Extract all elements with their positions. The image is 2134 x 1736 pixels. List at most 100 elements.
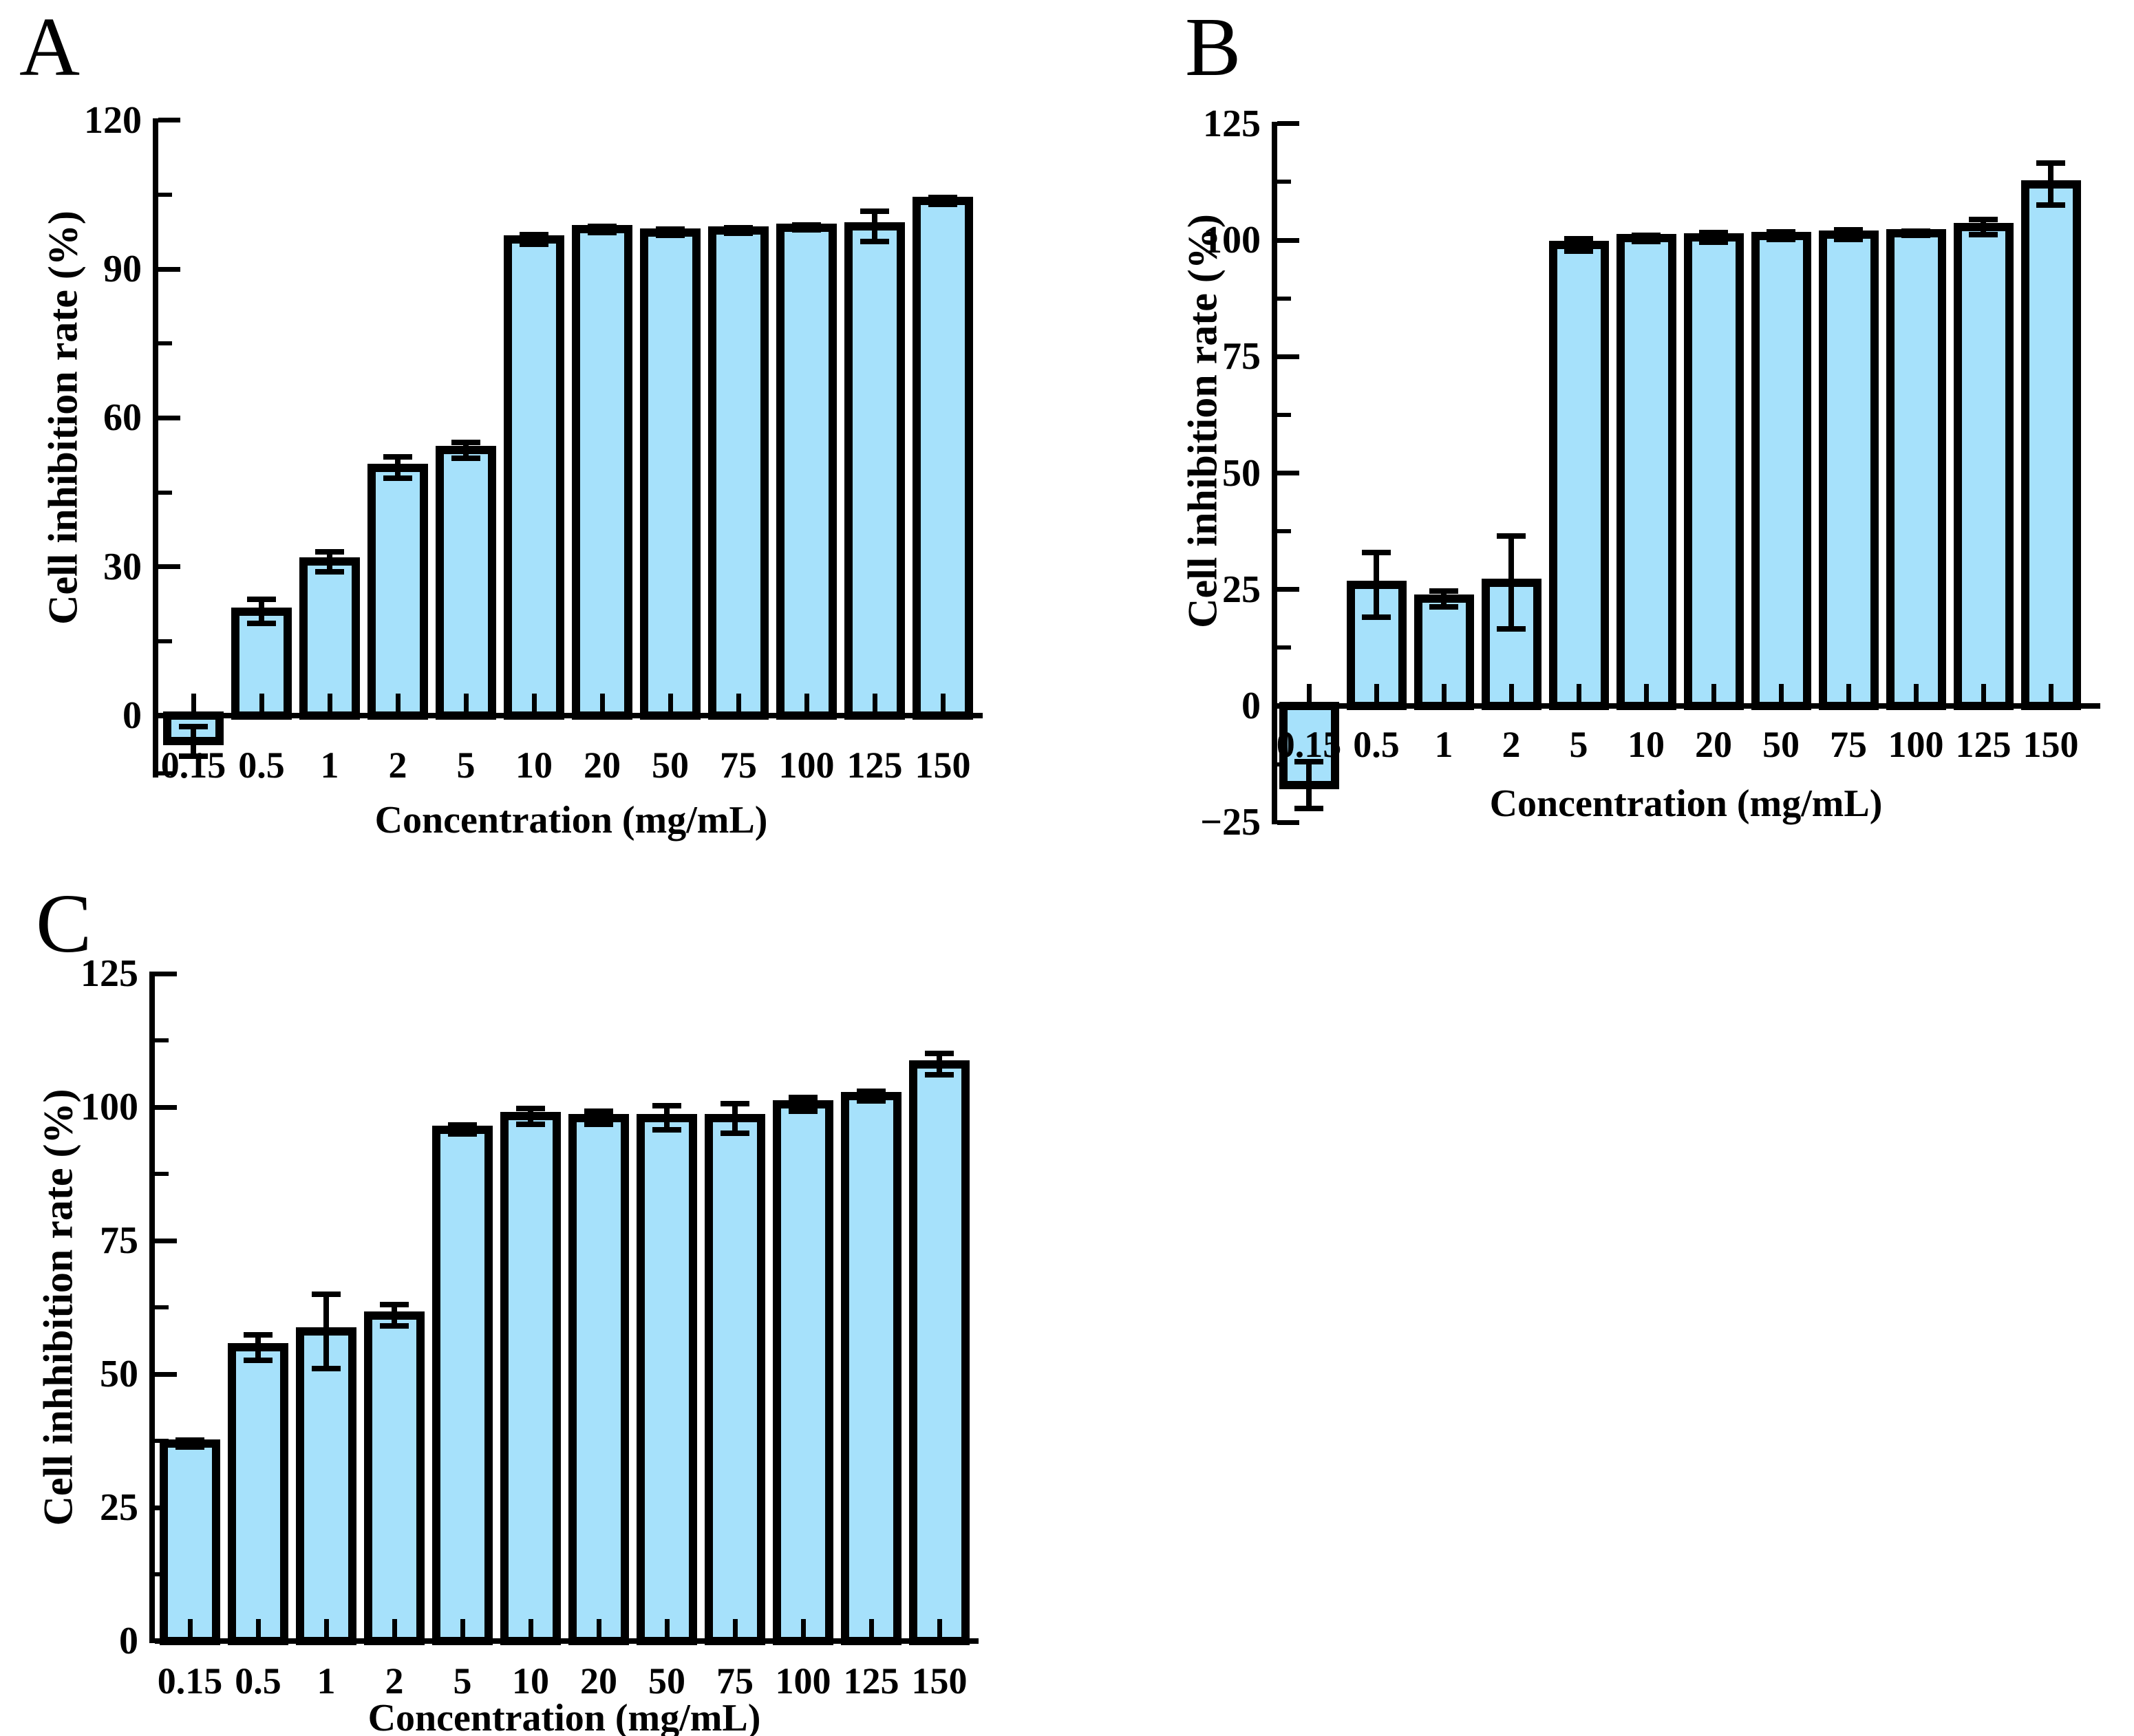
- error-bar-cap-top: [520, 231, 548, 237]
- y-major-tick: [1277, 819, 1299, 825]
- x-tick-label: 125: [1955, 724, 2012, 765]
- y-axis-spine: [1272, 121, 1277, 825]
- error-bar-line: [255, 1334, 261, 1360]
- x-tick: [1778, 684, 1784, 703]
- error-bar-cap-top: [724, 224, 753, 231]
- x-axis-baseline: [158, 713, 983, 718]
- x-tick-label: 50: [648, 1660, 685, 1702]
- error-bar-line: [1711, 233, 1716, 242]
- y-tick-label: 60: [103, 396, 142, 440]
- bar-5: [1548, 240, 1609, 710]
- error-bar-cap-bottom: [928, 201, 957, 207]
- y-tick-label: 75: [1222, 335, 1261, 378]
- x-tick-label: 5: [1569, 724, 1588, 765]
- error-bar-line: [528, 1108, 533, 1124]
- y-major-tick: [158, 118, 180, 123]
- error-bar-cap-bottom: [315, 568, 344, 575]
- x-tick: [1643, 684, 1649, 703]
- x-tick: [804, 694, 809, 713]
- panel-c-x-axis-label: Concentration (mg/mL): [367, 1697, 761, 1736]
- x-tick: [1711, 684, 1716, 703]
- y-tick-label: 0: [1241, 685, 1261, 727]
- error-bar-line: [2048, 163, 2053, 206]
- x-tick-label: 20: [580, 1660, 617, 1702]
- error-bar-cap-top: [584, 1108, 613, 1115]
- x-tick: [732, 1619, 738, 1638]
- error-bar-cap-top: [1901, 228, 1930, 235]
- x-tick-label: 100: [775, 1660, 831, 1702]
- error-bar-line: [1981, 219, 1986, 235]
- bar-100: [1886, 228, 1946, 710]
- y-tick-label: 0: [122, 694, 142, 737]
- x-tick: [596, 1619, 601, 1638]
- x-tick-label: 0.5: [235, 1660, 281, 1702]
- y-major-tick: [1277, 471, 1299, 475]
- error-bar-cap-bottom: [789, 1108, 818, 1115]
- x-tick: [664, 1619, 670, 1638]
- error-bar-cap-top: [451, 439, 480, 445]
- error-bar-cap-top: [925, 1051, 954, 1057]
- y-major-tick: [1277, 354, 1299, 359]
- x-tick-label: 1: [320, 744, 339, 786]
- y-minor-tick: [155, 1172, 169, 1176]
- x-tick: [255, 1619, 261, 1638]
- error-bar-line: [596, 1111, 601, 1124]
- error-bar-line: [191, 726, 196, 757]
- x-tick-label: 0.5: [238, 744, 285, 786]
- panel-a-letter: A: [19, 1, 81, 94]
- error-bar-cap-bottom: [857, 1098, 886, 1104]
- error-bar-cap-top: [1632, 232, 1661, 238]
- y-tick-label: −25: [1200, 801, 1261, 844]
- x-tick: [736, 694, 741, 713]
- error-bar-cap-bottom: [383, 475, 412, 482]
- x-tick-label: 20: [1695, 724, 1732, 765]
- bar-1: [296, 1327, 356, 1645]
- error-bar-line: [187, 1440, 193, 1447]
- error-bar-line: [868, 1091, 874, 1102]
- error-bar-cap-top: [1969, 217, 1998, 223]
- error-bar-cap-top: [516, 1105, 545, 1111]
- error-bar-cap-bottom: [520, 242, 548, 248]
- bar-75: [708, 226, 769, 720]
- bar-125: [841, 1092, 901, 1645]
- error-bar-cap-bottom: [244, 1357, 273, 1363]
- x-tick: [528, 1619, 533, 1638]
- bar-20: [1683, 233, 1744, 710]
- bar-150: [909, 1060, 970, 1645]
- panel-a-x-axis-label: Concentration (mg/mL): [374, 799, 768, 842]
- y-tick-label: 0: [119, 1620, 138, 1662]
- y-tick-label: 100: [1203, 219, 1261, 261]
- x-tick: [460, 1619, 465, 1638]
- bar-50: [637, 1113, 697, 1645]
- error-bar-cap-bottom: [1362, 614, 1391, 621]
- error-bar-cap-bottom: [656, 233, 685, 239]
- error-bar-cap-top: [1429, 588, 1458, 594]
- x-tick: [868, 1619, 874, 1638]
- x-tick: [187, 1619, 193, 1638]
- x-tick: [1846, 684, 1851, 703]
- x-tick-label: 50: [1762, 724, 1800, 765]
- error-bar-cap-top: [792, 222, 821, 228]
- error-bar-cap-bottom: [1834, 236, 1863, 242]
- x-tick-label: 10: [515, 744, 553, 786]
- error-bar-cap-bottom: [380, 1323, 409, 1329]
- x-tick-label: 150: [915, 744, 971, 786]
- error-bar-cap-top: [652, 1103, 681, 1109]
- y-tick-label: 50: [100, 1353, 138, 1395]
- y-major-tick: [155, 1371, 177, 1377]
- error-bar-cap-top: [1767, 229, 1795, 235]
- y-minor-tick: [1277, 412, 1291, 417]
- panel-c-letter: C: [36, 877, 92, 970]
- y-minor-tick: [1277, 645, 1291, 650]
- x-tick-label: 0.15: [157, 1660, 223, 1702]
- x-tick-label: 100: [1888, 724, 1944, 765]
- error-bar-cap-bottom: [1497, 626, 1526, 632]
- error-bar-cap-bottom: [925, 1072, 954, 1078]
- x-tick: [1374, 684, 1379, 703]
- bar-10: [504, 235, 564, 720]
- x-tick: [1981, 684, 1986, 703]
- error-bar-cap-bottom: [2036, 202, 2065, 208]
- error-bar-cap-top: [247, 597, 276, 603]
- y-axis-spine: [153, 118, 158, 778]
